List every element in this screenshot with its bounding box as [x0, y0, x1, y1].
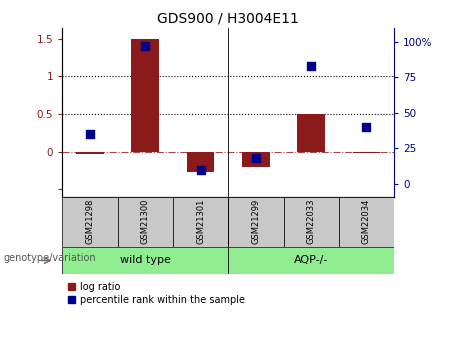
- Text: wild type: wild type: [120, 256, 171, 265]
- Bar: [339, 197, 394, 247]
- Point: [197, 167, 204, 172]
- Bar: [284, 197, 339, 247]
- Bar: [76, 151, 104, 154]
- Bar: [131, 39, 159, 151]
- Text: GSM22033: GSM22033: [307, 199, 316, 244]
- Point: [307, 63, 315, 69]
- Text: GSM21298: GSM21298: [85, 199, 95, 244]
- Text: GSM22034: GSM22034: [362, 199, 371, 244]
- Bar: [173, 197, 228, 247]
- Bar: [297, 114, 325, 151]
- Bar: [62, 247, 228, 274]
- Text: AQP-/-: AQP-/-: [294, 256, 328, 265]
- Text: GSM21299: GSM21299: [251, 199, 260, 244]
- Bar: [187, 151, 214, 172]
- Point: [86, 131, 94, 137]
- Bar: [242, 151, 270, 167]
- Bar: [228, 197, 284, 247]
- Bar: [228, 247, 394, 274]
- Bar: [62, 197, 118, 247]
- Text: genotype/variation: genotype/variation: [3, 253, 96, 263]
- Point: [142, 43, 149, 49]
- Point: [363, 124, 370, 130]
- Title: GDS900 / H3004E11: GDS900 / H3004E11: [157, 11, 299, 25]
- Text: GSM21301: GSM21301: [196, 199, 205, 244]
- Point: [252, 156, 260, 161]
- Text: GSM21300: GSM21300: [141, 199, 150, 244]
- Bar: [353, 151, 380, 153]
- Legend: log ratio, percentile rank within the sample: log ratio, percentile rank within the sa…: [67, 281, 246, 306]
- Bar: [118, 197, 173, 247]
